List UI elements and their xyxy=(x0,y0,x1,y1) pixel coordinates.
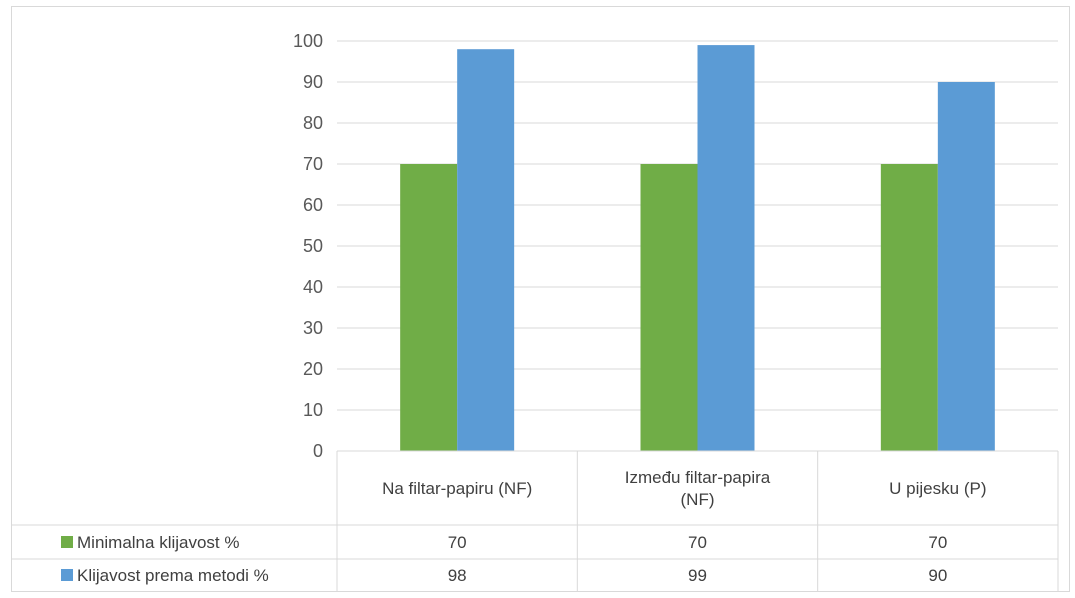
y-tick-label: 30 xyxy=(303,318,323,338)
category-label: Na filtar-papiru (NF) xyxy=(382,479,532,498)
data-table-value: 70 xyxy=(928,533,947,552)
data-table-value: 98 xyxy=(448,566,467,585)
y-tick-label: 60 xyxy=(303,195,323,215)
y-tick-label: 10 xyxy=(303,400,323,420)
bar xyxy=(937,82,995,451)
bar xyxy=(640,164,698,451)
data-table-value: 90 xyxy=(928,566,947,585)
y-tick-label: 100 xyxy=(293,31,323,51)
category-label: Između filtar-papira (NF) xyxy=(625,468,771,509)
bar xyxy=(697,45,755,451)
data-table-value: 70 xyxy=(448,533,467,552)
chart-frame: 0 10 20 30 40 50 60 70 80 90 100 Na filtar-papiru (… xyxy=(11,6,1070,592)
legend-key xyxy=(61,536,73,548)
y-tick-label: 90 xyxy=(303,72,323,92)
legend-key xyxy=(61,569,73,581)
y-tick-label: 20 xyxy=(303,359,323,379)
y-tick-label: 80 xyxy=(303,113,323,133)
data-table-value: 99 xyxy=(688,566,707,585)
legend-label: Klijavost prema metodi % xyxy=(77,566,269,585)
y-tick-label: 40 xyxy=(303,277,323,297)
bar xyxy=(400,164,458,451)
legend-label: Minimalna klijavost % xyxy=(77,533,240,552)
bar xyxy=(880,164,938,451)
y-tick-label: 50 xyxy=(303,236,323,256)
y-tick-label: 0 xyxy=(313,441,323,461)
bar xyxy=(457,49,515,451)
y-tick-label: 70 xyxy=(303,154,323,174)
data-table-value: 70 xyxy=(688,533,707,552)
category-label: U pijesku (P) xyxy=(889,479,986,498)
bar-chart: 0 10 20 30 40 50 60 70 80 90 100 Na filtar-papiru (… xyxy=(12,31,1059,591)
